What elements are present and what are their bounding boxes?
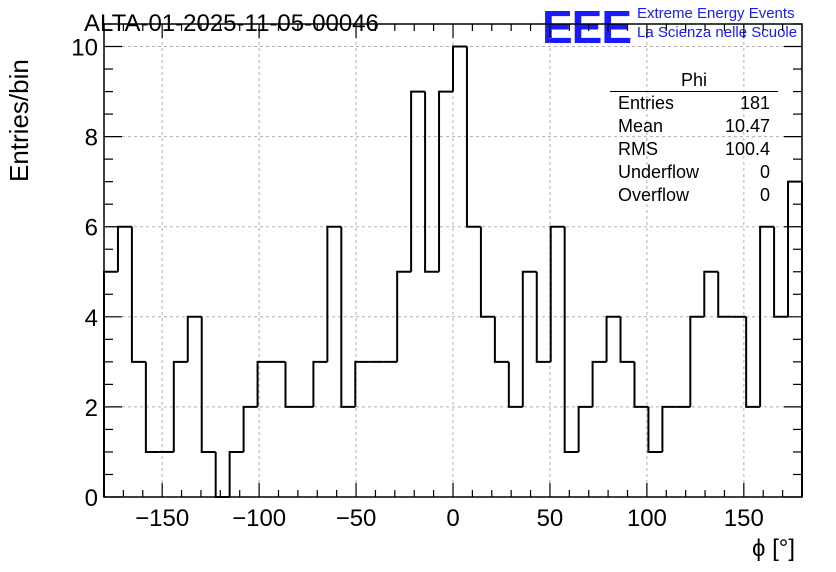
y-tick-label: 4 <box>85 305 98 332</box>
histogram-bin <box>354 360 370 407</box>
logo-line-1: Extreme Energy Events <box>637 5 795 22</box>
histogram-bin <box>312 360 328 407</box>
x-tick-label: −50 <box>336 505 377 532</box>
histogram-bin <box>214 451 230 498</box>
histogram-bin <box>479 226 495 318</box>
stats-label: RMS <box>618 139 658 159</box>
histogram-bin <box>452 45 467 92</box>
histogram-bin <box>661 405 677 452</box>
stats-row-rms: RMS 100.4 <box>610 138 778 161</box>
histogram-bin <box>465 46 481 228</box>
y-tick-label: 0 <box>85 485 98 512</box>
histogram-bin <box>186 315 202 362</box>
stats-value: 0 <box>759 185 770 205</box>
histogram-bin <box>745 316 761 408</box>
stats-row-overflow: Overflow 0 <box>610 184 778 207</box>
histogram-bin <box>396 270 412 362</box>
x-tick-label: 50 <box>537 505 564 532</box>
stats-label: Mean <box>618 116 664 136</box>
histogram-bin <box>340 226 356 408</box>
y-tick-label: 8 <box>85 125 98 152</box>
histogram-bin <box>689 315 705 407</box>
histogram-bin <box>577 405 593 452</box>
stats-title: Phi <box>610 70 778 92</box>
histogram-bin <box>773 226 789 318</box>
histogram-bin <box>424 91 440 273</box>
histogram-bin <box>228 450 244 497</box>
x-axis-label: ϕ [°] <box>752 535 796 562</box>
histogram-bin <box>507 361 523 408</box>
histogram-bin <box>619 316 635 363</box>
stats-value: 100.4 <box>724 139 770 159</box>
stats-row-underflow: Underflow 0 <box>610 161 778 184</box>
histogram-bin <box>493 316 509 363</box>
logo-caption: Extreme Energy Events La Scienza nelle S… <box>637 4 797 42</box>
x-tick-label: 100 <box>627 505 667 532</box>
histogram-bin <box>717 271 733 318</box>
histogram-bin <box>759 225 775 407</box>
stats-label: Underflow <box>618 162 700 182</box>
histogram-bin <box>438 90 453 272</box>
stats-row-entries: Entries 181 <box>610 92 778 115</box>
histogram-bin <box>549 225 565 362</box>
y-tick-label: 6 <box>85 215 98 242</box>
histogram-bin <box>535 271 551 363</box>
stats-label: Overflow <box>618 185 690 205</box>
histogram-bin <box>172 360 188 452</box>
histogram-bin <box>521 270 537 407</box>
histogram-bin <box>242 405 258 452</box>
stats-value: 181 <box>739 93 770 113</box>
histogram-bin <box>410 90 426 272</box>
histogram-bin <box>256 360 272 407</box>
x-tick-label: 0 <box>446 505 459 532</box>
histogram-bin <box>130 226 146 363</box>
histogram-bin <box>633 361 649 408</box>
stats-row-mean: Mean 10.47 <box>610 115 778 138</box>
x-tick-label: 150 <box>724 505 764 532</box>
eee-logo: EEE <box>542 1 632 53</box>
logo-line-2: La Scienza nelle Scuole <box>637 24 798 41</box>
y-axis-label: Entries/bin <box>4 59 34 182</box>
stats-value: 0 <box>759 162 770 182</box>
stats-value: 10.47 <box>724 116 770 136</box>
stats-label: Entries <box>618 93 675 113</box>
histogram-bin <box>326 225 342 362</box>
stats-box: Phi Entries 181 Mean 10.47 RMS 100.4 Und… <box>610 70 778 207</box>
histogram-bin <box>605 315 621 362</box>
x-tick-label: −100 <box>232 505 286 532</box>
histogram-bin <box>563 226 579 453</box>
histogram-bin <box>200 316 216 453</box>
x-tick-label: −150 <box>135 505 189 532</box>
histogram-bin <box>116 225 132 272</box>
histogram-bin <box>144 361 160 453</box>
histogram-bin <box>703 270 719 317</box>
histogram-bin <box>284 361 300 408</box>
histogram-bin <box>647 406 663 453</box>
histogram-bin <box>591 360 607 407</box>
y-tick-label: 10 <box>71 35 98 62</box>
y-tick-label: 2 <box>85 395 98 422</box>
